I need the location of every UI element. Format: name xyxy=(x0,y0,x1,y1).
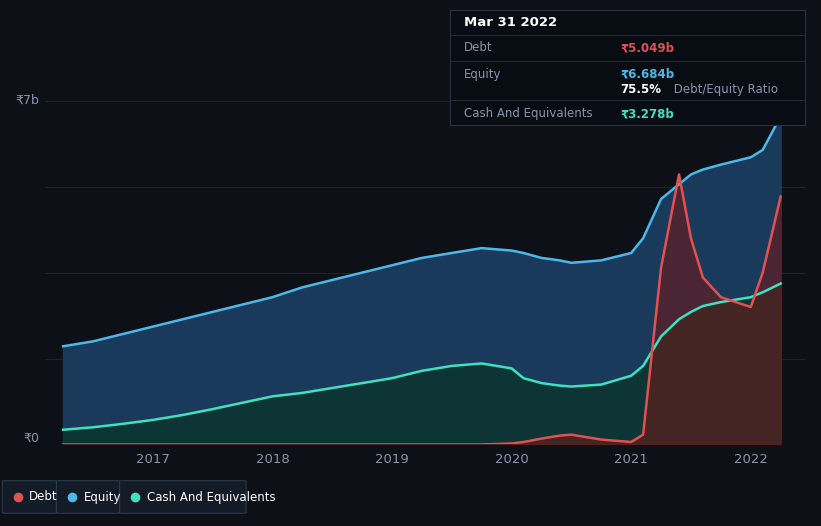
Text: Cash And Equivalents: Cash And Equivalents xyxy=(464,107,593,120)
Text: Equity: Equity xyxy=(464,68,502,81)
Text: 75.5%: 75.5% xyxy=(621,83,662,96)
Text: Equity: Equity xyxy=(84,491,121,503)
Text: ₹7b: ₹7b xyxy=(16,94,39,107)
Text: ₹3.278b: ₹3.278b xyxy=(621,107,674,120)
Text: ₹6.684b: ₹6.684b xyxy=(621,68,675,81)
Text: Debt/Equity Ratio: Debt/Equity Ratio xyxy=(670,83,778,96)
Text: Debt: Debt xyxy=(30,491,58,503)
FancyBboxPatch shape xyxy=(57,481,120,513)
Text: ₹0: ₹0 xyxy=(23,431,39,444)
Text: Debt: Debt xyxy=(464,42,493,55)
Text: ₹5.049b: ₹5.049b xyxy=(621,42,674,55)
FancyBboxPatch shape xyxy=(2,481,57,513)
FancyBboxPatch shape xyxy=(120,481,246,513)
Text: Mar 31 2022: Mar 31 2022 xyxy=(464,16,557,29)
Text: Cash And Equivalents: Cash And Equivalents xyxy=(147,491,275,503)
